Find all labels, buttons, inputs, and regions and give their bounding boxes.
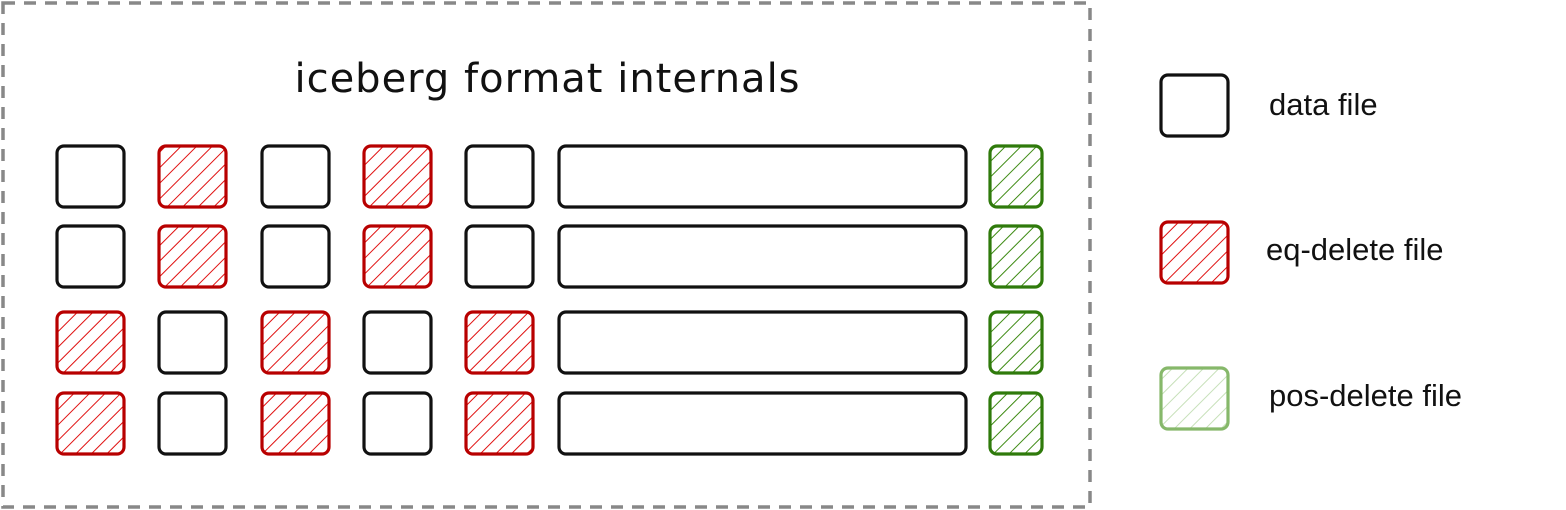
pos-delete-file-box xyxy=(988,391,1044,456)
eq-delete-file-box xyxy=(260,391,331,456)
eq-delete-file-box xyxy=(260,310,331,375)
legend-label-pos-delete-file: pos-delete file xyxy=(1269,378,1463,413)
long-data-file-bar xyxy=(557,224,968,289)
long-data-file-bar xyxy=(557,391,968,456)
data-file-box xyxy=(260,144,331,209)
diagram-title: iceberg format internals xyxy=(294,56,801,102)
eq-delete-file-box xyxy=(464,310,535,375)
legend-label-eq-delete-file: eq-delete file xyxy=(1266,232,1444,267)
legend-label-data-file: data file xyxy=(1269,87,1378,122)
file-grid xyxy=(55,144,1044,456)
data-file-box xyxy=(157,391,228,456)
long-data-file-bar xyxy=(557,144,968,209)
container-border xyxy=(1,1,1092,509)
eq-delete-file-box xyxy=(464,391,535,456)
eq-delete-file-box xyxy=(362,144,433,209)
data-file-box xyxy=(464,224,535,289)
eq-delete-file-box xyxy=(362,224,433,289)
legend-swatch-data xyxy=(1159,73,1230,138)
data-file-box xyxy=(362,310,433,375)
data-file-box xyxy=(464,144,535,209)
data-file-box xyxy=(55,224,126,289)
eq-delete-file-box xyxy=(55,391,126,456)
pos-delete-file-box xyxy=(988,310,1044,375)
eq-delete-file-box xyxy=(157,224,228,289)
pos-delete-file-box xyxy=(988,224,1044,289)
data-file-box xyxy=(55,144,126,209)
eq-delete-file-box xyxy=(157,144,228,209)
data-file-box xyxy=(260,224,331,289)
legend-swatch-eq-delete xyxy=(1159,220,1230,285)
long-data-file-bar xyxy=(557,310,968,375)
data-file-box xyxy=(362,391,433,456)
pos-delete-file-box xyxy=(988,144,1044,209)
data-file-box xyxy=(157,310,228,375)
eq-delete-file-box xyxy=(55,310,126,375)
legend-swatches xyxy=(1159,73,1230,431)
legend-swatch-pos-delete xyxy=(1159,366,1230,431)
